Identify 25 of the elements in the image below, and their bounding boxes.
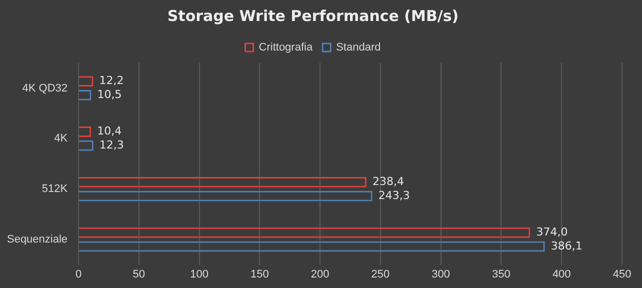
- legend-label: Crittografia: [258, 42, 314, 54]
- data-label: 10,5: [97, 88, 122, 102]
- data-label: 243,3: [378, 188, 410, 202]
- x-tick-label: 350: [492, 268, 510, 280]
- y-tick-label: Sequenziale: [6, 234, 68, 246]
- x-tick-label: 0: [75, 268, 82, 280]
- data-label: 238,4: [372, 175, 404, 188]
- x-tick-label: 100: [190, 268, 208, 280]
- x-tick-label: 400: [552, 268, 571, 280]
- data-label: 386,1: [550, 239, 582, 252]
- legend-label: Standard: [336, 42, 381, 54]
- data-label: 374,0: [536, 225, 568, 238]
- y-tick-label: 4K: [54, 132, 68, 145]
- x-tick-label: 50: [132, 268, 146, 280]
- data-label: 10,4: [97, 124, 122, 138]
- y-tick-label: 512K: [42, 183, 68, 196]
- x-tick-label: 250: [371, 268, 390, 280]
- x-tick-label: 200: [310, 268, 330, 280]
- y-tick-label: 4K QD32: [22, 82, 68, 94]
- chart-title: Storage Write Performance (MB/s): [167, 6, 459, 25]
- data-label: 12,2: [99, 74, 124, 88]
- x-tick-label: 150: [250, 268, 269, 280]
- data-label: 12,3: [99, 138, 124, 152]
- x-tick-label: 300: [432, 268, 450, 280]
- x-tick-label: 450: [612, 268, 632, 280]
